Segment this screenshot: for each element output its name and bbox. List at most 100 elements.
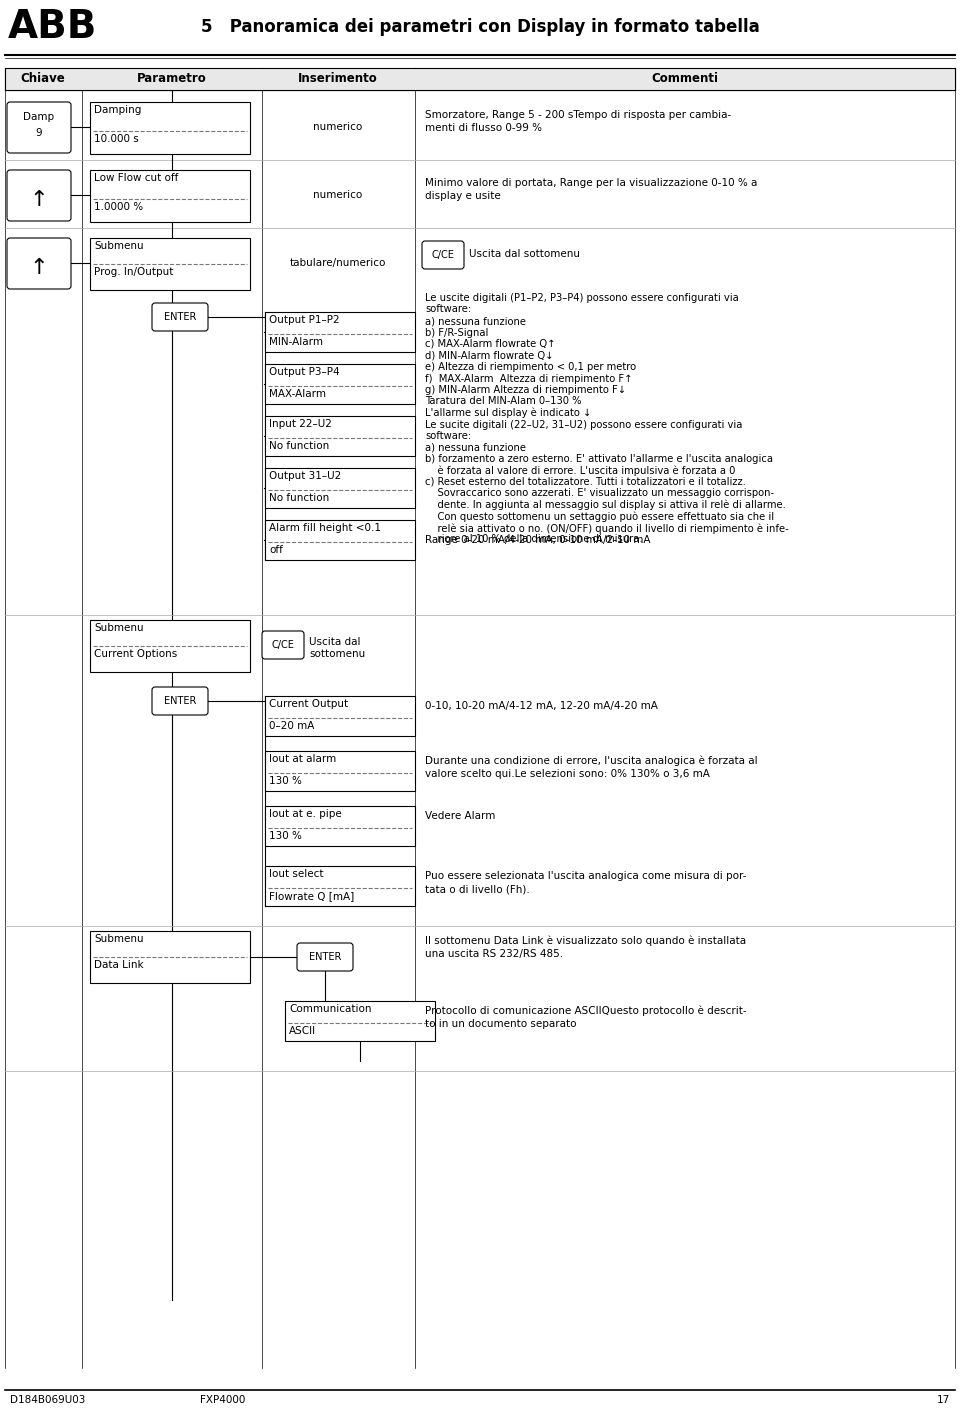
Bar [90,619,250,672]
Bar [265,521,415,560]
FancyBboxPatch shape [297,943,353,971]
Bar [90,238,250,291]
Text: software:: software: [425,430,471,442]
Text: Commenti: Commenti [652,72,718,85]
Text: Output P1–P2: Output P1–P2 [269,315,340,325]
Text: Sovraccarico sono azzerati. E' visualizzato un messaggio corrispon-: Sovraccarico sono azzerati. E' visualizz… [425,488,774,498]
Text: D184B069U03: D184B069U03 [10,1395,85,1405]
Text: a) nessuna funzione: a) nessuna funzione [425,443,526,453]
Text: Data Link: Data Link [94,959,144,969]
Bar [285,1000,435,1041]
Text: Iout at e. pipe: Iout at e. pipe [269,809,342,818]
Text: 17: 17 [937,1395,950,1405]
Text: Le uscite digitali (P1–P2, P3–P4) possono essere configurati via: Le uscite digitali (P1–P2, P3–P4) posson… [425,293,739,303]
Text: Inserimento: Inserimento [299,72,378,85]
Text: ENTER: ENTER [309,952,341,962]
Text: 130 %: 130 % [269,831,301,841]
FancyBboxPatch shape [152,687,208,715]
Text: MIN-Alarm: MIN-Alarm [269,337,323,347]
Text: valore scelto qui.Le selezioni sono: 0% 130% o 3,6 mA: valore scelto qui.Le selezioni sono: 0% … [425,769,709,779]
Text: Con questo sottomenu un settaggio può essere effettuato sia che il: Con questo sottomenu un settaggio può es… [425,512,774,522]
Text: numerico: numerico [313,121,363,133]
Bar [90,931,250,983]
Text: Damp: Damp [23,111,55,121]
Text: relè sia attivato o no. (ON/OFF) quando il livello di riempimento è infe-: relè sia attivato o no. (ON/OFF) quando … [425,523,789,533]
Text: 0–20 mA: 0–20 mA [269,721,314,731]
Text: Iout select: Iout select [269,869,324,879]
Bar [265,312,415,351]
Text: Chiave: Chiave [20,72,65,85]
Text: to in un documento separato: to in un documento separato [425,1019,577,1029]
FancyBboxPatch shape [152,303,208,332]
Text: c) MAX-Alarm flowrate Q↑: c) MAX-Alarm flowrate Q↑ [425,339,556,349]
Text: 130 %: 130 % [269,776,301,786]
Text: 9: 9 [36,128,42,138]
Text: numerico: numerico [313,190,363,200]
Text: d) MIN-Alarm flowrate Q↓: d) MIN-Alarm flowrate Q↓ [425,350,554,360]
FancyBboxPatch shape [262,631,304,659]
Text: Current Output: Current Output [269,698,348,708]
Text: dente. In aggiunta al messaggio sul display si attiva il relè di allarme.: dente. In aggiunta al messaggio sul disp… [425,499,786,511]
Text: 5   Panoramica dei parametri con Display in formato tabella: 5 Panoramica dei parametri con Display i… [201,18,759,37]
Bar [90,169,250,222]
Text: una uscita RS 232/RS 485.: una uscita RS 232/RS 485. [425,950,564,959]
Text: tata o di livello (Fh).: tata o di livello (Fh). [425,885,530,895]
Bar [265,468,415,508]
Text: c) Reset esterno del totalizzatore. Tutti i totalizzatori e il totalizz.: c) Reset esterno del totalizzatore. Tutt… [425,477,746,487]
Text: Submenu: Submenu [94,624,144,634]
Text: Current Options: Current Options [94,649,178,659]
Text: è forzata al valore di errore. L'uscita impulsiva è forzata a 0: è forzata al valore di errore. L'uscita … [425,466,735,476]
Text: display e usite: display e usite [425,190,501,200]
Text: off: off [269,545,283,555]
Text: Taratura del MIN-Alam 0–130 %: Taratura del MIN-Alam 0–130 % [425,396,582,406]
Text: Damping: Damping [94,104,141,116]
Text: riore al 10 % della dimensione di misura.: riore al 10 % della dimensione di misura… [425,535,642,545]
Text: Submenu: Submenu [94,934,144,944]
Text: Puo essere selezionata l'uscita analogica come misura di por-: Puo essere selezionata l'uscita analogic… [425,871,747,880]
Text: Low Flow cut off: Low Flow cut off [94,174,179,183]
Text: Le sucite digitali (22–U2, 31–U2) possono essere configurati via: Le sucite digitali (22–U2, 31–U2) posson… [425,419,742,429]
Text: C/CE: C/CE [432,250,454,260]
Text: Uscita dal sottomenu: Uscita dal sottomenu [469,248,580,260]
Bar [265,866,415,906]
Text: Durante una condizione di errore, l'uscita analogica è forzata al: Durante una condizione di errore, l'usci… [425,756,757,766]
Text: 10.000 s: 10.000 s [94,134,139,144]
Text: Output P3–P4: Output P3–P4 [269,367,340,377]
Text: ↑: ↑ [30,258,48,278]
Text: Iout at alarm: Iout at alarm [269,753,336,763]
Bar [265,806,415,847]
Bar [5,68,955,90]
Text: Input 22–U2: Input 22–U2 [269,419,332,429]
Text: FXP4000: FXP4000 [200,1395,246,1405]
Bar [90,102,250,154]
Text: e) Altezza di riempimento < 0,1 per metro: e) Altezza di riempimento < 0,1 per metr… [425,363,636,373]
Text: Minimo valore di portata, Range per la visualizzazione 0-10 % a: Minimo valore di portata, Range per la v… [425,178,757,188]
Text: Uscita dal: Uscita dal [309,636,361,648]
Text: b) F/R-Signal: b) F/R-Signal [425,327,489,337]
Bar [265,364,415,404]
Text: Parametro: Parametro [137,72,206,85]
Text: 1.0000 %: 1.0000 % [94,202,143,212]
Text: No function: No function [269,492,329,502]
Text: Communication: Communication [289,1005,372,1015]
FancyBboxPatch shape [7,169,71,222]
FancyBboxPatch shape [422,241,464,270]
FancyBboxPatch shape [7,238,71,289]
Text: Smorzatore, Range 5 - 200 sTempo di risposta per cambia-: Smorzatore, Range 5 - 200 sTempo di risp… [425,110,732,120]
Text: b) forzamento a zero esterno. E' attivato l'allarme e l'uscita analogica: b) forzamento a zero esterno. E' attivat… [425,454,773,464]
Text: Protocollo di comunicazione ASCIIQuesto protocollo è descrit-: Protocollo di comunicazione ASCIIQuesto … [425,1006,747,1016]
Text: a) nessuna funzione: a) nessuna funzione [425,316,526,326]
Text: f)  MAX-Alarm  Altezza di riempimento F↑: f) MAX-Alarm Altezza di riempimento F↑ [425,374,633,384]
Text: ASCII: ASCII [289,1026,316,1036]
Text: Range 0-20 mA/4-20 mA, 0-10 mA/2-10 mA: Range 0-20 mA/4-20 mA, 0-10 mA/2-10 mA [425,535,651,545]
Text: Il sottomenu Data Link è visualizzato solo quando è installata: Il sottomenu Data Link è visualizzato so… [425,935,746,947]
Text: ↑: ↑ [30,190,48,210]
Text: C/CE: C/CE [272,641,295,650]
Text: No function: No function [269,442,329,452]
Text: Submenu: Submenu [94,241,144,251]
Bar [265,751,415,792]
Text: Alarm fill height <0.1: Alarm fill height <0.1 [269,523,381,533]
FancyBboxPatch shape [7,102,71,152]
Text: MAX-Alarm: MAX-Alarm [269,389,326,399]
Text: Flowrate Q [mA]: Flowrate Q [mA] [269,890,354,902]
